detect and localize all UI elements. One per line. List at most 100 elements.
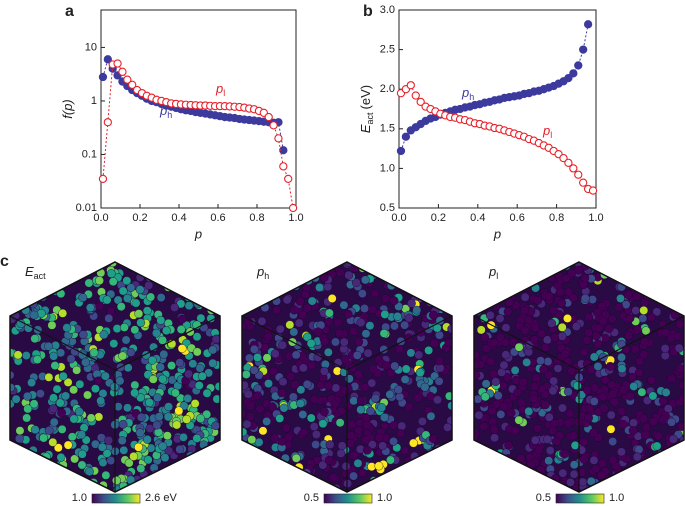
sphere (261, 286, 271, 296)
sphere (667, 417, 677, 427)
sphere (196, 313, 206, 323)
sphere (325, 440, 335, 450)
sphere (262, 353, 272, 363)
sphere (35, 466, 45, 476)
sphere (266, 456, 276, 466)
sphere (652, 307, 662, 317)
sphere (161, 262, 170, 272)
sphere (129, 452, 139, 461)
sphere (204, 477, 214, 487)
sphere (475, 483, 485, 492)
sphere (361, 435, 371, 445)
sphere (479, 463, 489, 473)
sphere (295, 296, 305, 306)
series-label: pl (215, 81, 225, 98)
y-tick-label: 0.1 (82, 148, 97, 160)
sphere (539, 262, 549, 271)
sphere (22, 413, 32, 423)
sphere (567, 366, 577, 376)
sphere (607, 262, 617, 269)
sphere (10, 266, 18, 276)
sphere (143, 455, 153, 465)
sphere (195, 269, 205, 279)
sphere (44, 480, 54, 490)
cube-title-main: p (256, 264, 264, 279)
sphere (439, 263, 449, 273)
sphere (143, 264, 153, 274)
sphere (313, 327, 323, 337)
sphere (628, 426, 638, 435)
sphere (113, 402, 123, 412)
sphere (531, 373, 541, 383)
sphere (665, 448, 675, 458)
sphere (530, 269, 540, 279)
sphere (640, 470, 650, 480)
sphere (560, 449, 569, 458)
sphere (242, 473, 248, 482)
sphere (102, 449, 112, 458)
sphere (257, 485, 267, 492)
sphere (156, 315, 166, 325)
sphere (677, 484, 684, 492)
sphere (425, 468, 435, 478)
sphere (433, 395, 442, 405)
sphere (184, 301, 194, 311)
sphere (579, 347, 589, 357)
sphere (333, 318, 343, 328)
series-label: pl (542, 123, 552, 140)
sphere (264, 379, 273, 389)
sphere (362, 421, 372, 430)
sphere (303, 474, 312, 483)
sphere (289, 474, 299, 484)
sphere (486, 450, 496, 459)
sphere (294, 318, 304, 328)
sphere (193, 286, 202, 296)
sphere (499, 402, 508, 411)
sphere (600, 262, 610, 269)
y-axis-label: Eact (eV) (358, 85, 375, 133)
sphere (279, 403, 289, 413)
sphere (99, 330, 109, 340)
sphere (189, 283, 199, 292)
sphere (523, 484, 533, 492)
sphere (409, 438, 418, 448)
data-point (264, 112, 273, 122)
sphere (506, 286, 516, 296)
y-tick-label: 10 (85, 41, 97, 53)
sphere (176, 325, 186, 334)
sphere (474, 264, 484, 274)
sphere (619, 272, 629, 282)
sphere (278, 262, 287, 269)
sphere (495, 314, 505, 323)
sphere (428, 484, 438, 492)
sphere (353, 369, 363, 379)
sphere (69, 414, 79, 424)
sphere (163, 412, 173, 422)
sphere (135, 285, 145, 295)
sphere (15, 448, 25, 458)
sphere (632, 325, 642, 335)
sphere (349, 396, 359, 406)
sphere (347, 420, 357, 430)
sphere (77, 460, 87, 470)
sphere (44, 426, 54, 435)
sphere (383, 476, 392, 486)
sphere (131, 298, 141, 308)
sphere (385, 390, 395, 399)
sphere (89, 262, 98, 272)
sphere (528, 394, 538, 403)
sphere (311, 478, 321, 488)
sphere (647, 312, 656, 322)
sphere (381, 294, 390, 303)
sphere (505, 286, 515, 296)
sphere (442, 262, 452, 268)
sphere (389, 296, 399, 306)
sphere (615, 483, 625, 492)
sphere (281, 275, 291, 285)
sphere (672, 271, 682, 280)
sphere (583, 385, 593, 395)
sphere (632, 275, 642, 284)
sphere (551, 436, 561, 446)
sphere (604, 324, 614, 333)
sphere (156, 293, 166, 302)
